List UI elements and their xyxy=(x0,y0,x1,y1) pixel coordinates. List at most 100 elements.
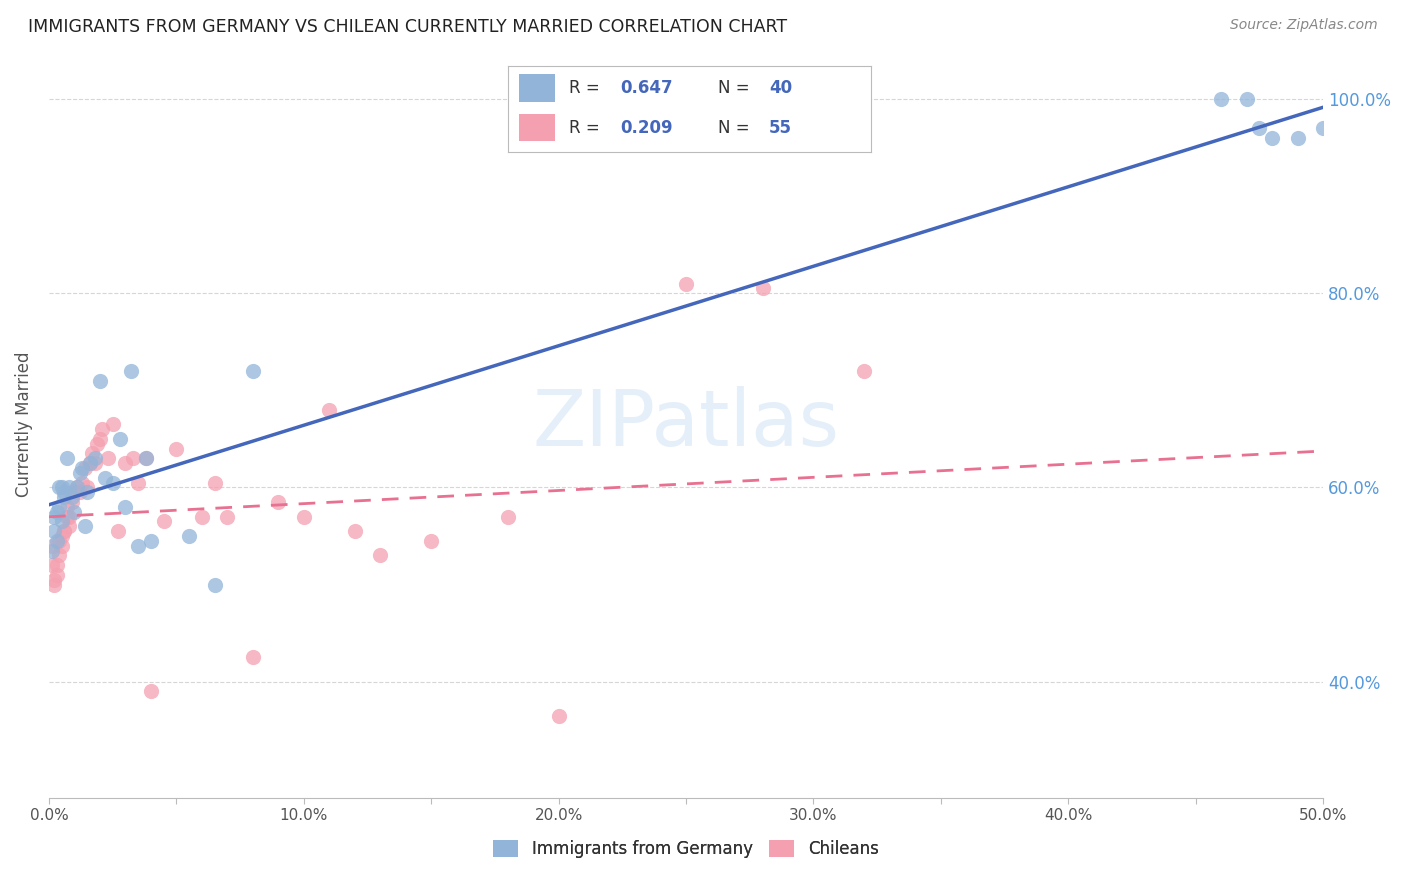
Point xyxy=(48,500,70,514)
Point xyxy=(53,524,76,538)
Point xyxy=(853,364,876,378)
Y-axis label: Currently Married: Currently Married xyxy=(15,351,32,497)
Point xyxy=(70,461,93,475)
Point xyxy=(1312,121,1334,136)
Point xyxy=(318,402,340,417)
Point xyxy=(45,505,67,519)
Point xyxy=(599,849,621,863)
Point xyxy=(53,490,76,504)
Point xyxy=(48,533,70,548)
Point xyxy=(91,422,114,436)
Point xyxy=(101,475,124,490)
Point xyxy=(79,456,101,470)
Point xyxy=(73,519,96,533)
Point xyxy=(107,524,129,538)
Point xyxy=(675,277,697,291)
Point xyxy=(420,533,443,548)
Point xyxy=(42,509,65,524)
Point xyxy=(101,417,124,432)
Point xyxy=(292,509,315,524)
Point xyxy=(343,524,366,538)
Point xyxy=(69,466,91,480)
Point xyxy=(191,509,214,524)
Point xyxy=(127,539,149,553)
Point xyxy=(127,475,149,490)
Point xyxy=(41,543,63,558)
Point xyxy=(1249,121,1271,136)
Point xyxy=(165,442,187,456)
Point xyxy=(56,451,79,466)
Point xyxy=(1211,92,1233,106)
Point xyxy=(56,509,79,524)
Point xyxy=(97,451,120,466)
Point xyxy=(139,684,162,698)
Point xyxy=(139,533,162,548)
Point xyxy=(58,480,80,494)
Point xyxy=(204,475,226,490)
Point xyxy=(53,485,76,500)
Point xyxy=(51,539,73,553)
Point xyxy=(60,490,83,504)
Point xyxy=(242,364,264,378)
Point xyxy=(179,529,201,543)
Point xyxy=(94,471,117,485)
Point xyxy=(1286,131,1309,145)
Point xyxy=(135,451,157,466)
Point xyxy=(41,558,63,573)
Point xyxy=(267,495,290,509)
Point xyxy=(63,485,86,500)
Point xyxy=(1261,131,1284,145)
Point xyxy=(110,432,132,446)
Point xyxy=(89,374,111,388)
Point xyxy=(69,485,91,500)
Point xyxy=(63,505,86,519)
Point xyxy=(496,509,519,524)
Point xyxy=(42,524,65,538)
Point xyxy=(368,549,391,563)
Point xyxy=(547,708,569,723)
Point xyxy=(76,480,98,494)
Point xyxy=(83,456,105,470)
Point xyxy=(73,461,96,475)
Point xyxy=(76,485,98,500)
Point xyxy=(70,475,93,490)
Point xyxy=(79,456,101,470)
Point xyxy=(66,480,89,494)
Point xyxy=(45,567,67,582)
Point xyxy=(135,451,157,466)
Point xyxy=(66,480,89,494)
Point xyxy=(122,451,145,466)
Point xyxy=(42,573,65,587)
Point xyxy=(58,519,80,533)
Point xyxy=(1236,92,1258,106)
Point xyxy=(48,549,70,563)
Point xyxy=(42,577,65,591)
Point xyxy=(53,524,76,538)
Point xyxy=(56,500,79,514)
Point xyxy=(217,509,239,524)
Text: IMMIGRANTS FROM GERMANY VS CHILEAN CURRENTLY MARRIED CORRELATION CHART: IMMIGRANTS FROM GERMANY VS CHILEAN CURRE… xyxy=(28,18,787,36)
Point xyxy=(45,558,67,573)
Point xyxy=(51,480,73,494)
Point xyxy=(204,577,226,591)
Point xyxy=(48,480,70,494)
Point xyxy=(89,432,111,446)
Point xyxy=(45,533,67,548)
Point xyxy=(58,509,80,524)
Point xyxy=(41,539,63,553)
Point xyxy=(86,437,108,451)
Text: ZIPatlas: ZIPatlas xyxy=(533,386,839,462)
Point xyxy=(60,495,83,509)
Text: Source: ZipAtlas.com: Source: ZipAtlas.com xyxy=(1230,18,1378,32)
Point xyxy=(751,281,773,295)
Point xyxy=(114,456,136,470)
Point xyxy=(51,515,73,529)
Point xyxy=(120,364,142,378)
Point xyxy=(51,529,73,543)
Point xyxy=(82,446,104,460)
Point xyxy=(152,515,174,529)
Point xyxy=(114,500,136,514)
Point xyxy=(83,451,105,466)
Point xyxy=(242,650,264,665)
Legend: Immigrants from Germany, Chileans: Immigrants from Germany, Chileans xyxy=(486,833,886,864)
